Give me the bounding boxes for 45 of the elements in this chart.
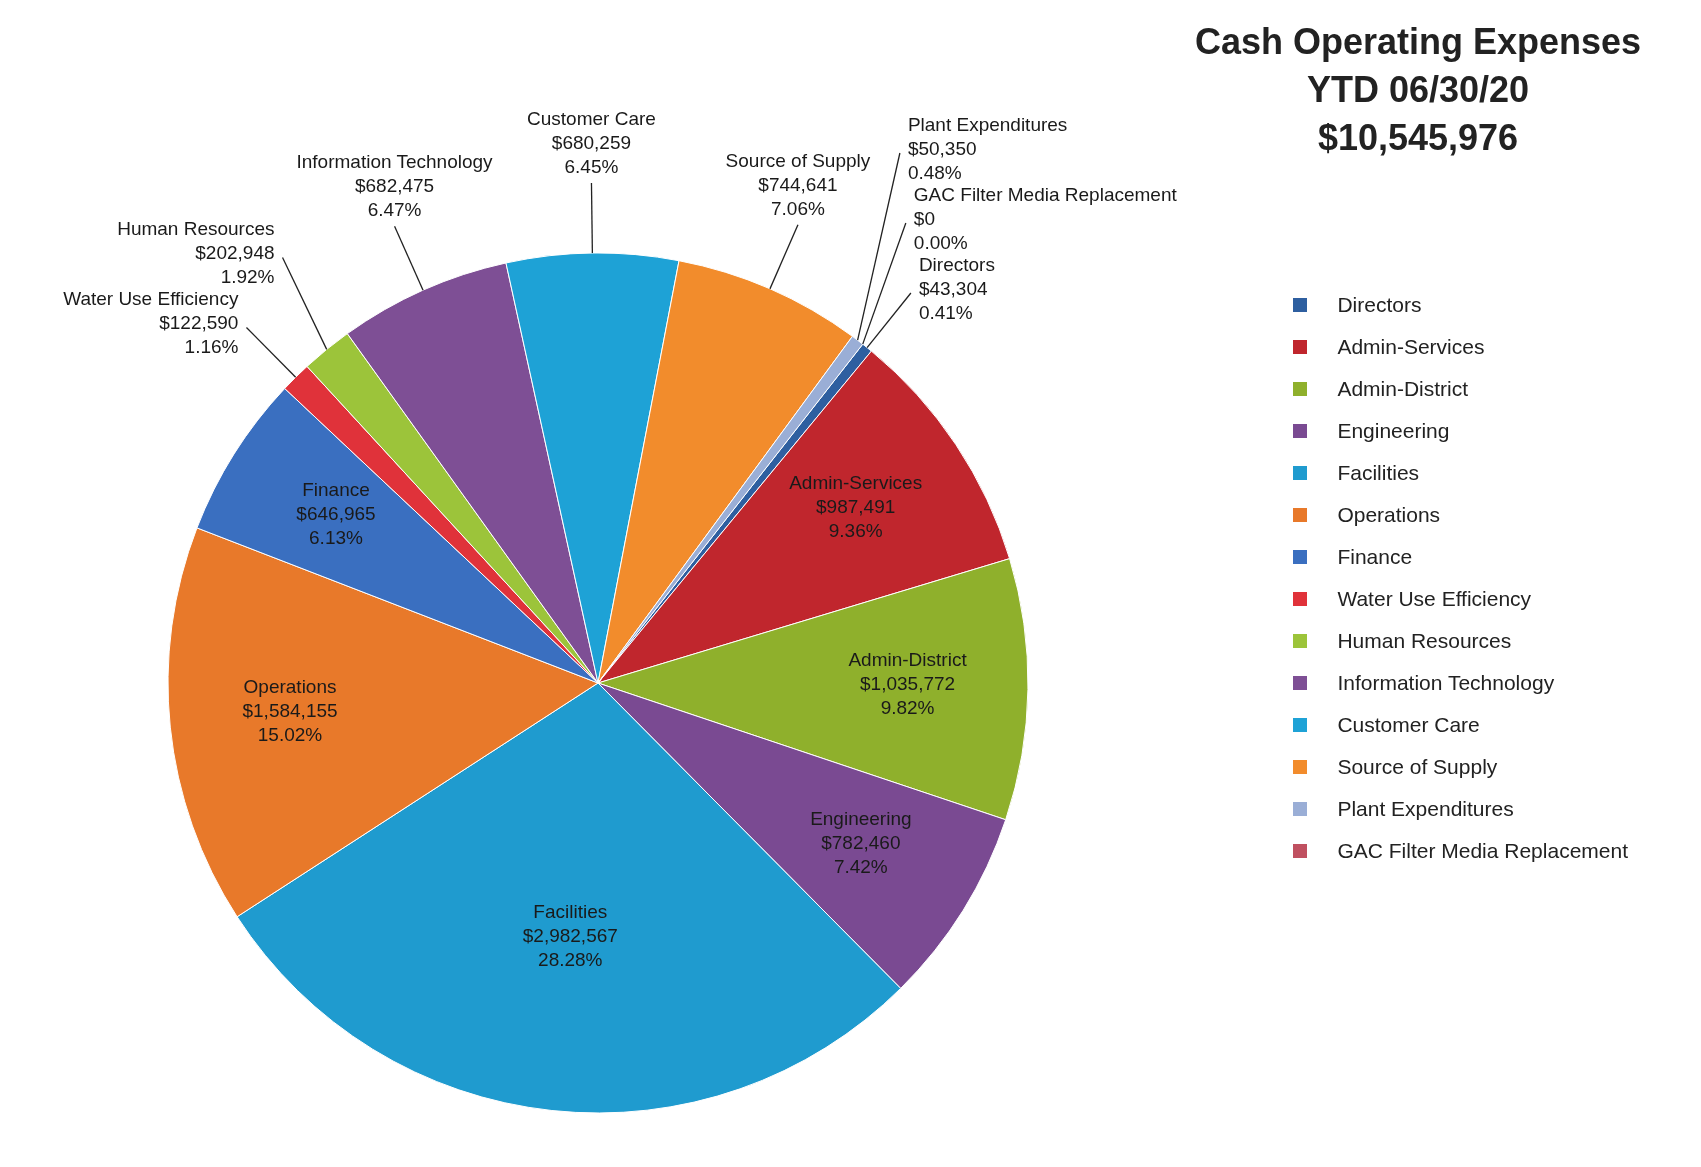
slice-label: Information Technology — [296, 151, 494, 173]
data-label: $987,491 9.36% — [816, 496, 896, 542]
legend-label: Customer Care — [1337, 712, 1480, 738]
slice-label: Customer Care — [527, 108, 656, 130]
legend-label: Admin-Services — [1337, 334, 1485, 360]
legend-label: Information Technology — [1337, 670, 1555, 696]
slice-label: Admin-Services — [789, 472, 923, 494]
legend-label: Finance — [1337, 544, 1413, 570]
text: $0 0.00% — [913, 208, 968, 253]
legend-label: Plant Expenditures — [1337, 796, 1514, 822]
slice-label: Plant Expenditures — [907, 114, 1068, 135]
data-label: $43,304 0.41% — [918, 278, 988, 323]
data-label: $202,948 1.92% — [195, 242, 275, 288]
slice-label: Source of Supply — [725, 149, 871, 171]
legend-label: Source of Supply — [1337, 754, 1498, 780]
legend-label: Human Resources — [1337, 628, 1512, 654]
category-label: GAC Filter Media Replacement — [913, 184, 1177, 205]
legend-label: Engineering — [1337, 418, 1450, 444]
text: $10,545,976 — [1316, 116, 1520, 160]
legend-label: Directors — [1337, 292, 1422, 318]
slice-label: Operations — [243, 675, 337, 697]
data-label: $50,350 0.48% — [907, 138, 977, 183]
data-label: $122,590 1.16% — [159, 312, 239, 358]
slice-label: Water Use Efficiency — [63, 288, 239, 310]
chart-subtitle: YTD 06/30/20 — [1305, 68, 1531, 112]
data-label: $782,460 7.42% — [821, 831, 901, 877]
legend-label: Admin-District — [1337, 376, 1469, 402]
slice-label: Admin-District — [848, 648, 968, 670]
data-label: $1,584,155 15.02% — [242, 699, 338, 745]
data-label: $682,475 6.47% — [354, 175, 435, 221]
data-label: $2,982,567 28.28% — [522, 924, 618, 970]
data-label: $680,259 6.45% — [551, 132, 632, 178]
data-label: $744,641 7.06% — [758, 173, 838, 219]
chart-title: Cash Operating Expenses — [1193, 20, 1643, 64]
slice-label: Facilities — [533, 900, 608, 922]
slice-label: Engineering — [810, 807, 912, 829]
legend-label: Facilities — [1337, 460, 1420, 486]
slice-label: Human Resources — [117, 218, 275, 240]
data-label: $646,965 6.13% — [296, 503, 376, 549]
legend-label: GAC Filter Media Replacement — [1337, 838, 1628, 864]
data-label: $1,035,772 9.82% — [860, 672, 956, 718]
legend-label: Operations — [1337, 502, 1441, 528]
slice-label: Finance — [302, 479, 370, 501]
legend-label: Water Use Efficiency — [1337, 586, 1532, 612]
slice-label: Directors — [918, 254, 995, 275]
